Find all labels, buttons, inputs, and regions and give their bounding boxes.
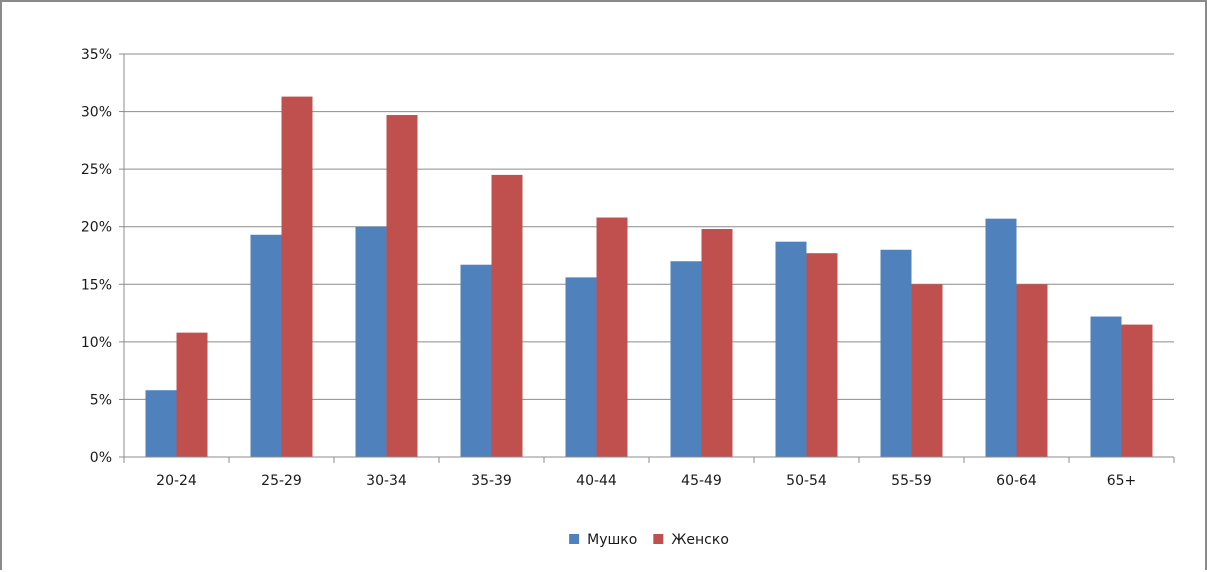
y-tick-labels: 0% 5% 10% 15% 20% 25% 30% 35%: [81, 47, 112, 466]
bar-male-55-59: [880, 249, 912, 457]
x-tick-label: 35-39: [471, 473, 512, 489]
legend-label: Мушко: [587, 532, 637, 548]
bar-male-20-24: [145, 390, 177, 457]
bar-female-45-49: [701, 229, 733, 457]
bar-male-45-49: [670, 261, 702, 457]
bar-female-55-59: [911, 284, 943, 457]
y-tick-label: 30%: [81, 105, 112, 121]
bar-male-50-54: [775, 241, 807, 457]
legend-label: Женско: [671, 532, 729, 548]
x-tick-label: 40-44: [576, 473, 617, 489]
bar-male-60-64: [985, 218, 1017, 457]
legend-swatch: [569, 534, 580, 544]
bar-female-50-54: [806, 253, 838, 457]
x-tick-label: 65+: [1107, 473, 1137, 489]
x-tick-labels: 20-24 25-29 30-34 35-39 40-44 45-49 50-54 55-59…: [156, 473, 1136, 489]
bar-male-30-34: [355, 226, 387, 457]
bar-female-25-29: [281, 96, 313, 458]
legend-swatch: [653, 534, 664, 544]
legend-item-male: Мушко: [569, 532, 637, 548]
bar-male-25-29: [250, 234, 282, 457]
y-tick-label: 35%: [81, 47, 112, 63]
y-tick-label: 20%: [81, 220, 112, 236]
bar-male-40-44: [565, 277, 597, 457]
bar-male-35-39: [460, 264, 492, 457]
y-tick-label: 0%: [90, 450, 112, 466]
x-tick-label: 20-24: [156, 473, 197, 489]
bar-female-20-24: [176, 332, 208, 457]
x-tick-label: 30-34: [366, 473, 407, 489]
y-tick-label: 15%: [81, 277, 112, 293]
axes: [119, 53, 1175, 463]
x-tick-label: 60-64: [996, 473, 1037, 489]
bar-female-40-44: [596, 217, 628, 457]
x-tick-label: 25-29: [261, 473, 302, 489]
x-tick-label: 45-49: [681, 473, 722, 489]
bar-female-65+: [1121, 324, 1153, 457]
y-tick-label: 10%: [81, 335, 112, 351]
x-tick-label: 50-54: [786, 473, 827, 489]
legend-item-female: Женско: [653, 532, 729, 548]
y-tick-label: 25%: [81, 162, 112, 178]
bar-female-30-34: [386, 115, 418, 458]
bar-female-60-64: [1016, 284, 1048, 457]
legend: Мушко Женско: [569, 532, 729, 548]
y-tick-label: 5%: [90, 392, 112, 408]
bar-female-35-39: [491, 174, 523, 457]
bar-male-65+: [1090, 316, 1122, 457]
bars: [145, 96, 1153, 458]
x-tick-label: 55-59: [891, 473, 932, 489]
